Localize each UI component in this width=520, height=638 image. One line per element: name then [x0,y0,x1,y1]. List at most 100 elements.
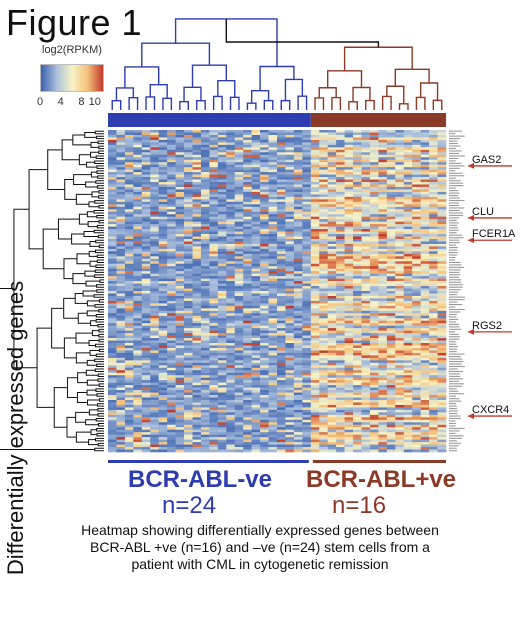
heatmap-cell [403,221,413,225]
heatmap-cell [277,169,286,173]
heatmap-cell [403,157,413,161]
row-dendrogram-branch [97,413,104,417]
heatmap-cell [268,241,278,245]
heatmap-cell [141,315,151,319]
heatmap-cell [302,229,312,232]
heatmap-cell [209,375,219,378]
heatmap-cell [285,154,295,158]
heatmap-cell [234,268,244,272]
heatmap-cell [369,392,379,396]
heatmap-cell [251,419,261,423]
heatmap-cell [437,286,447,289]
heatmap-cell [285,147,295,151]
heatmap-cell [226,343,236,346]
heatmap-cell [150,134,159,138]
heatmap-cell [141,338,151,341]
heatmap-cell [175,164,185,168]
heatmap-cell [158,390,168,393]
heatmap-cell [285,325,295,329]
heatmap-cell [353,263,362,267]
heatmap-cell [293,409,303,413]
heatmap-cell [293,256,303,260]
heatmap-cell [243,137,252,141]
heatmap-cell [344,352,354,356]
heatmap-cell [361,286,371,289]
heatmap-cell [277,172,286,175]
heatmap-cell [158,343,168,346]
heatmap-cell [378,219,388,222]
heatmap-cell [260,380,269,383]
heatmap-cell [243,214,252,217]
heatmap-cell [336,172,345,175]
heatmap-cell [184,291,193,294]
heatmap-cell [268,315,278,319]
heatmap-cell [285,139,295,143]
row-dendrogram-branch [95,314,104,318]
heatmap-cell [403,201,413,205]
heatmap-cell [234,325,244,329]
heatmap-cell [116,340,126,344]
heatmap-cell [420,340,430,344]
heatmap-cell [200,323,210,326]
heatmap-cell [310,395,320,398]
heatmap-cell [141,241,151,245]
heatmap-cell [369,266,379,270]
heatmap-cell [167,414,176,418]
heatmap-cell [302,382,312,386]
heatmap-cell [403,209,413,213]
heatmap-cell [285,189,295,193]
heatmap-cell [243,298,252,302]
heatmap-cell [260,385,269,388]
heatmap-cell [167,167,176,170]
heatmap-cell [124,325,134,329]
heatmap-cell [437,409,447,413]
heatmap-cell [116,305,126,309]
heatmap-cell [116,399,126,403]
heatmap-cell [251,194,261,198]
heatmap-cell [336,199,345,203]
heatmap-cell [277,246,286,250]
row-dendrogram-branch [98,299,104,303]
heatmap-cell [327,291,337,294]
heatmap-cell [251,325,261,329]
row-dendrogram-branch [94,274,104,278]
heatmap-cell [353,209,362,213]
heatmap-cell [277,234,286,237]
heatmap-cell [200,189,210,193]
heatmap-cell [378,162,388,165]
heatmap-cell [310,278,320,282]
heatmap-cell [336,261,345,265]
heatmap-cell [200,298,210,302]
heatmap-cell [175,167,185,170]
heatmap-cell [260,248,269,252]
heatmap-cell [158,367,168,371]
heatmap-cell [293,340,303,344]
heatmap-cell [412,216,421,220]
heatmap-cell [310,300,320,304]
heatmap-cell [150,206,159,210]
heatmap-cell [200,191,210,195]
heatmap-cell [175,397,185,401]
heatmap-cell [200,196,210,200]
heatmap-cell [217,273,227,277]
heatmap-cell [420,273,430,277]
heatmap-cell [302,357,312,361]
heatmap-cell [243,167,252,170]
heatmap-cell [319,372,328,376]
heatmap-cell [344,268,354,272]
heatmap-cell [369,328,379,331]
heatmap-cell [302,367,312,371]
heatmap-cell [251,360,261,364]
heatmap-cell [369,256,379,260]
heatmap-cell [167,399,176,403]
heatmap-cell [116,352,126,356]
heatmap-cell [293,221,303,225]
heatmap-cell [437,360,447,364]
heatmap-cell [226,404,236,408]
heatmap-cell [175,409,185,413]
heatmap-cell [285,414,295,418]
heatmap-cell [302,390,312,393]
heatmap-cell [378,288,388,292]
heatmap-cell [243,419,252,423]
heatmap-cell [395,291,405,294]
